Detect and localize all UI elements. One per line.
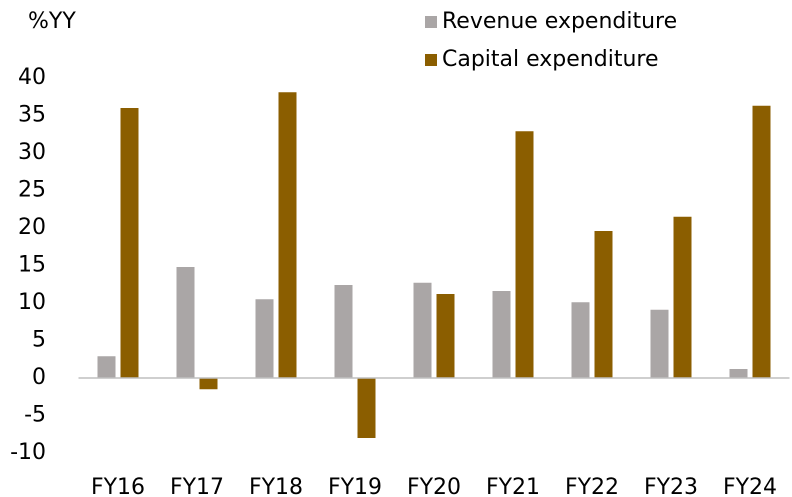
bar bbox=[176, 267, 195, 378]
y-tick-label: 10 bbox=[18, 290, 46, 315]
y-tick-label: 20 bbox=[18, 215, 46, 240]
y-tick-label: 35 bbox=[18, 103, 46, 128]
bar bbox=[673, 216, 692, 378]
y-axis-label: %YY bbox=[28, 9, 76, 34]
legend-label: Capital expenditure bbox=[442, 47, 659, 72]
bar bbox=[357, 378, 376, 438]
bar bbox=[334, 285, 353, 378]
y-tick-label: -10 bbox=[10, 440, 46, 465]
bar bbox=[97, 356, 116, 378]
bar bbox=[199, 378, 218, 390]
bar bbox=[120, 108, 139, 378]
bar bbox=[436, 294, 455, 378]
bar bbox=[255, 299, 274, 378]
y-tick-label: 15 bbox=[18, 253, 46, 278]
y-tick-label: 5 bbox=[32, 328, 46, 353]
x-tick-label: FY17 bbox=[170, 475, 224, 497]
bar bbox=[413, 282, 432, 378]
x-tick-label: FY16 bbox=[91, 475, 145, 497]
legend-swatch bbox=[425, 54, 437, 66]
x-tick-label: FY18 bbox=[249, 475, 303, 497]
y-tick-label: 30 bbox=[18, 140, 46, 165]
y-tick-label: 40 bbox=[18, 65, 46, 90]
x-tick-label: FY24 bbox=[723, 475, 777, 497]
bar bbox=[515, 131, 534, 378]
bar bbox=[650, 309, 669, 378]
legend-swatch bbox=[425, 16, 437, 28]
x-tick-label: FY23 bbox=[644, 475, 698, 497]
bar bbox=[729, 369, 748, 378]
y-tick-label: 0 bbox=[32, 365, 46, 390]
bar bbox=[594, 231, 613, 378]
legend-label: Revenue expenditure bbox=[442, 9, 677, 34]
bar bbox=[492, 291, 511, 378]
y-tick-label: 25 bbox=[18, 178, 46, 203]
bar bbox=[752, 105, 771, 378]
bar bbox=[571, 302, 590, 378]
y-tick-label: -5 bbox=[24, 403, 46, 428]
x-tick-label: FY19 bbox=[328, 475, 382, 497]
bar bbox=[278, 92, 297, 378]
x-tick-label: FY21 bbox=[486, 475, 540, 497]
x-tick-label: FY20 bbox=[407, 475, 461, 497]
x-tick-label: FY22 bbox=[565, 475, 619, 497]
